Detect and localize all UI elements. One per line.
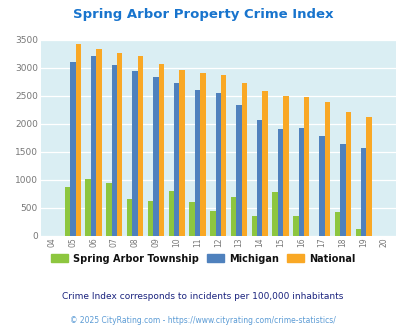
Bar [298,128,303,236]
Bar [365,117,371,236]
Bar [153,77,158,236]
Bar [324,102,329,236]
Bar [339,144,345,236]
Text: Crime Index corresponds to incidents per 100,000 inhabitants: Crime Index corresponds to incidents per… [62,292,343,301]
Bar [256,120,262,236]
Bar [241,83,247,236]
Bar [277,129,283,236]
Bar [334,212,339,236]
Bar [91,56,96,236]
Bar [360,148,365,236]
Bar [189,202,194,236]
Bar [251,216,256,236]
Bar [96,49,101,236]
Bar [355,229,360,236]
Bar [283,96,288,236]
Bar [174,83,179,236]
Bar [200,73,205,236]
Bar [127,199,132,236]
Bar [345,112,350,236]
Text: Spring Arbor Property Crime Index: Spring Arbor Property Crime Index [72,8,333,21]
Bar [106,183,111,236]
Bar [132,71,137,236]
Bar [75,44,81,236]
Legend: Spring Arbor Township, Michigan, National: Spring Arbor Township, Michigan, Nationa… [47,249,358,267]
Bar [272,192,277,236]
Bar [303,97,309,236]
Bar [64,186,70,236]
Bar [220,75,226,236]
Bar [147,201,153,236]
Bar [319,136,324,236]
Bar [117,53,122,236]
Bar [168,191,174,236]
Bar [137,56,143,236]
Bar [194,89,200,236]
Bar [262,91,267,236]
Bar [158,64,164,236]
Bar [230,197,236,236]
Bar [85,179,91,236]
Bar [292,216,298,236]
Bar [179,70,184,236]
Bar [215,93,220,236]
Bar [210,211,215,236]
Bar [236,105,241,236]
Text: © 2025 CityRating.com - https://www.cityrating.com/crime-statistics/: © 2025 CityRating.com - https://www.city… [70,316,335,325]
Bar [70,62,75,236]
Bar [111,65,117,236]
